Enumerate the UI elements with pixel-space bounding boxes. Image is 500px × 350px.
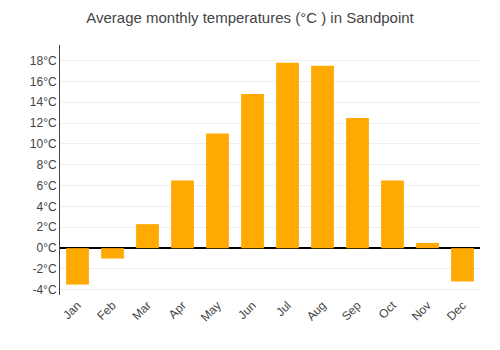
svg-text:Average monthly temperatures (: Average monthly temperatures (°C ) in Sa… xyxy=(86,9,414,26)
svg-text:-2°C: -2°C xyxy=(32,262,56,276)
svg-text:Nov: Nov xyxy=(409,298,434,323)
svg-text:12°C: 12°C xyxy=(30,116,57,130)
svg-text:-4°C: -4°C xyxy=(32,283,56,297)
svg-text:Apr: Apr xyxy=(166,298,189,321)
svg-text:18°C: 18°C xyxy=(30,54,57,68)
svg-text:14°C: 14°C xyxy=(30,95,57,109)
svg-text:Jan: Jan xyxy=(60,298,84,322)
svg-text:10°C: 10°C xyxy=(30,137,57,151)
svg-text:Mar: Mar xyxy=(129,298,154,323)
svg-text:Feb: Feb xyxy=(94,298,119,323)
svg-text:Jul: Jul xyxy=(273,298,294,319)
svg-text:Jun: Jun xyxy=(235,298,259,322)
svg-text:Aug: Aug xyxy=(304,298,329,323)
svg-text:2°C: 2°C xyxy=(36,220,56,234)
svg-text:8°C: 8°C xyxy=(36,158,56,172)
svg-text:4°C: 4°C xyxy=(36,200,56,214)
svg-text:0°C: 0°C xyxy=(36,241,56,255)
svg-text:6°C: 6°C xyxy=(36,179,56,193)
svg-text:Oct: Oct xyxy=(376,298,400,322)
svg-text:May: May xyxy=(198,298,224,324)
svg-text:Sep: Sep xyxy=(339,298,364,323)
svg-text:Dec: Dec xyxy=(444,298,469,323)
svg-text:16°C: 16°C xyxy=(30,75,57,89)
